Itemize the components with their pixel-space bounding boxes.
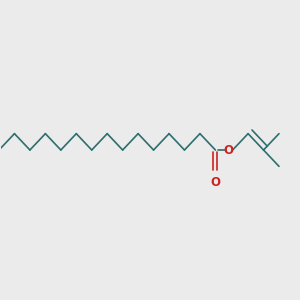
Text: O: O	[210, 176, 220, 189]
Text: O: O	[224, 143, 234, 157]
